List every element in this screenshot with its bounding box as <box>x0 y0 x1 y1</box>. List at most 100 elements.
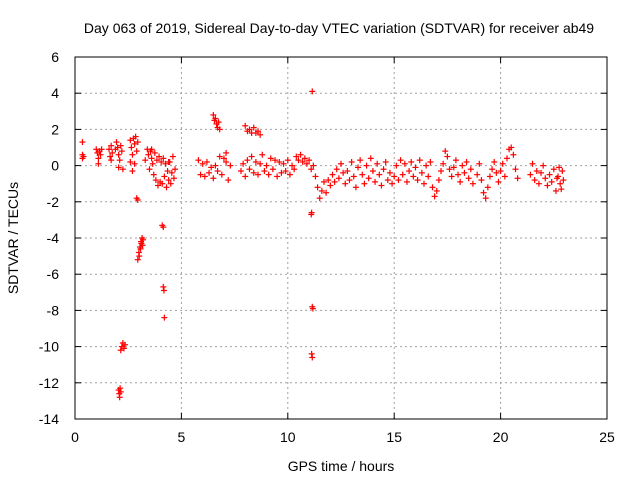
x-tick-label: 5 <box>178 429 186 445</box>
data-point <box>497 168 504 175</box>
data-point <box>199 160 206 167</box>
data-point <box>352 184 359 191</box>
data-point <box>452 157 459 164</box>
data-point <box>552 187 559 194</box>
data-point <box>440 160 447 167</box>
y-tick-label: 0 <box>51 158 59 174</box>
data-point <box>397 157 404 164</box>
data-point <box>161 314 168 321</box>
data-point <box>425 173 432 180</box>
data-point <box>282 168 289 175</box>
data-point <box>493 169 500 176</box>
data-point <box>429 184 436 191</box>
data-point <box>115 164 122 171</box>
data-point <box>244 157 251 164</box>
data-point <box>438 168 445 175</box>
data-point <box>484 184 491 191</box>
data-point <box>491 158 498 165</box>
data-point <box>120 345 127 352</box>
data-point <box>109 149 116 156</box>
data-point <box>308 350 315 357</box>
data-point <box>557 180 564 187</box>
data-point <box>342 180 349 187</box>
data-point <box>363 162 370 169</box>
data-point <box>240 160 247 167</box>
data-point <box>158 158 165 165</box>
data-point <box>512 166 519 173</box>
x-tick-label: 15 <box>386 429 402 445</box>
data-point <box>216 153 223 160</box>
data-point <box>559 168 566 175</box>
data-point <box>412 164 419 171</box>
data-point <box>431 193 438 200</box>
data-point <box>265 171 272 178</box>
data-point <box>450 164 457 171</box>
data-point <box>197 171 204 178</box>
data-point <box>465 175 472 182</box>
data-point <box>169 153 176 160</box>
data-point <box>540 162 547 169</box>
data-point <box>406 168 413 175</box>
data-point <box>399 171 406 178</box>
data-point <box>325 177 332 184</box>
data-point <box>165 158 172 165</box>
data-point <box>482 195 489 202</box>
data-point <box>309 88 316 95</box>
y-axis-label: SDTVAR / TECUs <box>5 182 21 294</box>
data-point <box>323 189 330 196</box>
data-point <box>248 153 255 160</box>
data-point <box>237 168 244 175</box>
data-point <box>295 157 302 164</box>
data-point <box>393 162 400 169</box>
data-point <box>212 162 219 169</box>
data-point <box>433 187 440 194</box>
data-point <box>134 139 141 146</box>
data-point <box>414 177 421 184</box>
data-point <box>160 224 167 231</box>
data-point <box>214 168 221 175</box>
data-point <box>297 151 304 158</box>
data-point <box>223 149 230 156</box>
data-point <box>131 140 138 147</box>
data-point <box>293 153 300 160</box>
chart-title: Day 063 of 2019, Sidereal Day-to-day VTE… <box>84 20 594 36</box>
data-point <box>276 158 283 165</box>
data-point <box>252 158 259 165</box>
data-point <box>503 155 510 162</box>
data-point <box>261 168 268 175</box>
data-point <box>348 158 355 165</box>
data-point <box>160 155 167 162</box>
data-point <box>127 137 134 144</box>
data-point <box>216 126 223 133</box>
data-point <box>220 155 227 162</box>
data-point <box>286 171 293 178</box>
data-point <box>535 180 542 187</box>
x-tick-label: 25 <box>599 429 615 445</box>
data-point <box>457 178 464 185</box>
data-point <box>367 155 374 162</box>
data-point <box>418 169 425 176</box>
data-point <box>152 177 159 184</box>
y-tick-label: -12 <box>39 375 59 391</box>
data-point <box>156 153 163 160</box>
data-point <box>403 178 410 185</box>
data-point <box>242 122 249 129</box>
data-point <box>312 173 319 180</box>
data-point <box>122 341 129 348</box>
data-point <box>395 177 402 184</box>
y-tick-label: -6 <box>47 266 60 282</box>
data-point <box>98 146 105 153</box>
data-point <box>480 189 487 196</box>
points-layer <box>79 88 567 401</box>
data-point <box>272 157 279 164</box>
data-point <box>117 142 124 149</box>
data-point <box>378 182 385 189</box>
data-point <box>376 171 383 178</box>
data-point <box>210 175 217 182</box>
data-point <box>127 158 134 165</box>
data-point <box>361 180 368 187</box>
data-point <box>556 164 563 171</box>
data-point <box>136 253 143 260</box>
data-point <box>280 160 287 167</box>
